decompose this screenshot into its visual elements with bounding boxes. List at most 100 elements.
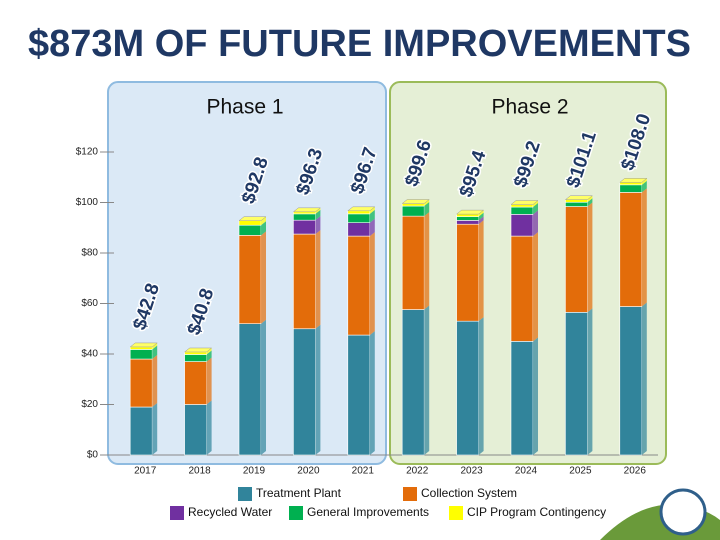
bar-segment — [456, 223, 479, 322]
bar-segment — [456, 213, 479, 217]
bar-side — [587, 308, 593, 455]
bar-side — [369, 331, 375, 455]
bar-segment — [293, 219, 316, 235]
phase-label: Phase 1 — [206, 96, 283, 119]
bar-side — [587, 198, 593, 207]
y-tick-label: $120 — [76, 147, 99, 158]
bar-segment — [293, 211, 316, 215]
x-tick-label: 2023 — [460, 466, 483, 477]
bar-segment — [129, 358, 153, 408]
bar-top — [401, 199, 430, 204]
bar-side — [315, 216, 321, 235]
bar-side — [315, 230, 321, 329]
legend-label: CIP Program Contingency — [467, 505, 606, 519]
x-tick-label: 2019 — [243, 466, 266, 477]
bar-side — [424, 212, 430, 310]
bar-side — [261, 221, 266, 236]
bar-top — [347, 206, 376, 212]
bar-side — [206, 350, 212, 362]
bar-side — [261, 231, 266, 324]
bar-side — [369, 232, 375, 336]
bar-segment — [510, 206, 534, 215]
legend-swatch — [170, 506, 184, 520]
bar-segment — [184, 351, 207, 355]
bar-top — [455, 209, 485, 215]
bar-segment — [510, 214, 534, 237]
bar-side — [641, 178, 647, 185]
bar-top — [564, 195, 594, 200]
bar-side — [424, 305, 430, 455]
x-tick-label: 2024 — [515, 466, 538, 477]
legend-swatch — [403, 487, 417, 501]
bar-side — [478, 317, 484, 455]
legend-label: Collection System — [421, 486, 517, 500]
bar-side — [206, 400, 212, 455]
x-tick-label: 2020 — [297, 466, 320, 477]
bar-side — [478, 220, 484, 322]
bar-top — [292, 207, 322, 213]
bar-segment — [456, 320, 479, 456]
bar-segment — [456, 220, 479, 225]
bar-segment — [565, 199, 588, 203]
x-tick-label: 2021 — [352, 466, 375, 477]
bar-segment — [184, 354, 207, 362]
bar-side — [641, 188, 647, 307]
bar-top — [619, 178, 648, 183]
bar-segment — [510, 235, 534, 342]
legend-label: General Improvements — [307, 505, 429, 519]
bar-side — [206, 357, 212, 405]
bar-segment — [347, 235, 371, 336]
y-tick-label: $0 — [87, 450, 99, 461]
bar-segment — [347, 222, 371, 237]
bar-segment — [619, 184, 643, 193]
bar-segment — [184, 404, 207, 456]
bar-side — [261, 216, 266, 226]
bar-segment — [129, 349, 153, 360]
bar-segment — [347, 334, 371, 456]
bar-side — [424, 199, 430, 207]
bar-side — [533, 337, 538, 455]
bar-side — [641, 302, 647, 455]
bar-segment — [510, 204, 534, 208]
bar-segment — [347, 210, 371, 215]
bar-segment — [238, 323, 262, 456]
bar-side — [533, 200, 538, 208]
bar-side — [206, 347, 212, 355]
bar-side — [315, 324, 321, 455]
legend-swatch — [289, 506, 303, 520]
y-tick-label: $40 — [81, 349, 98, 360]
chart-title: $873M OF FUTURE IMPROVEMENTS — [28, 23, 691, 65]
x-tick-label: 2018 — [188, 466, 211, 477]
bar-segment — [293, 328, 316, 456]
bar-top — [510, 200, 539, 205]
bar-segment — [619, 192, 643, 307]
bar-side — [478, 212, 484, 221]
bar-segment — [184, 361, 207, 405]
bar-top — [238, 216, 267, 221]
x-tick-label: 2025 — [569, 466, 592, 477]
bar-top — [183, 347, 213, 353]
bar-top — [129, 342, 158, 348]
bar-segment — [401, 203, 425, 207]
x-tick-label: 2026 — [624, 466, 647, 477]
bar-segment — [293, 233, 316, 330]
bar-segment — [565, 206, 588, 313]
legend-label: Recycled Water — [188, 505, 272, 519]
bar-segment — [619, 306, 643, 456]
y-tick-label: $60 — [81, 298, 98, 309]
y-tick-label: $100 — [76, 197, 99, 208]
bar-segment — [456, 216, 479, 221]
x-tick-label: 2017 — [134, 466, 157, 477]
bar-segment — [401, 309, 425, 456]
bar-side — [152, 345, 158, 360]
legend-swatch — [449, 506, 463, 520]
y-tick-label: $80 — [81, 248, 98, 259]
logo — [659, 488, 707, 536]
bar-segment — [565, 201, 588, 207]
bar-side — [152, 355, 158, 408]
bar-side — [315, 207, 321, 214]
bar-segment — [347, 213, 371, 224]
bar-side — [369, 206, 375, 214]
bar-side — [369, 218, 375, 237]
legend-label: Treatment Plant — [256, 486, 342, 500]
